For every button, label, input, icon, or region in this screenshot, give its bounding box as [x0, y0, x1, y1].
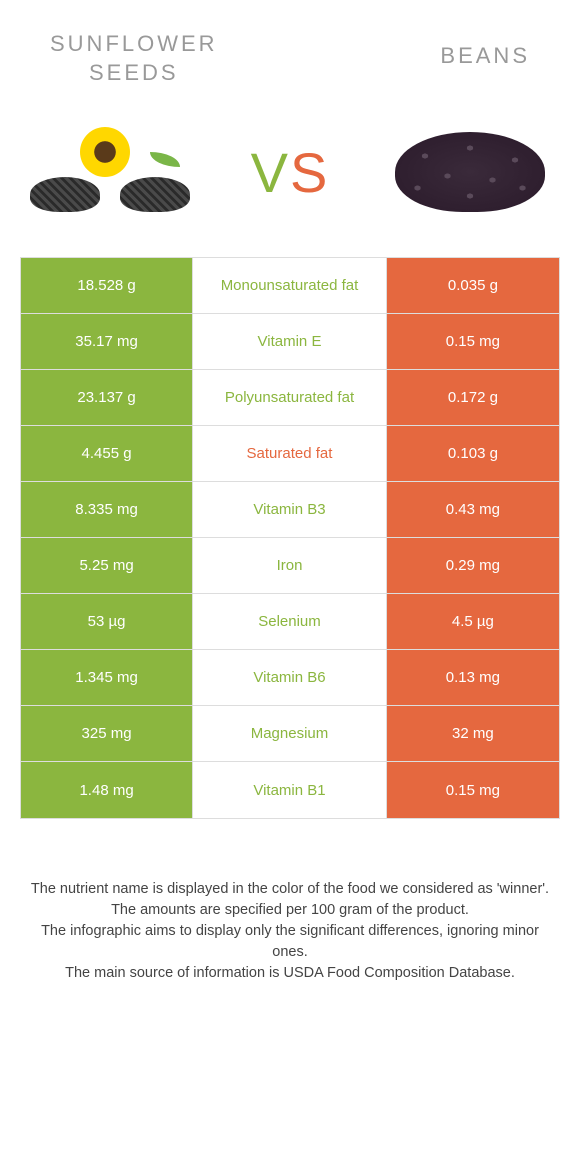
- left-value: 53 µg: [21, 594, 193, 649]
- table-row: 23.137 gPolyunsaturated fat0.172 g: [21, 370, 559, 426]
- right-value: 0.29 mg: [387, 538, 559, 593]
- right-value: 0.43 mg: [387, 482, 559, 537]
- footer-line-3: The infographic aims to display only the…: [30, 921, 550, 963]
- footer-line-2: The amounts are specified per 100 gram o…: [30, 900, 550, 921]
- left-value: 1.48 mg: [21, 762, 193, 818]
- table-row: 1.48 mgVitamin B10.15 mg: [21, 762, 559, 818]
- vs-s: S: [290, 141, 329, 204]
- left-value: 4.455 g: [21, 426, 193, 481]
- left-value: 35.17 mg: [21, 314, 193, 369]
- nutrient-label: Saturated fat: [193, 426, 387, 481]
- left-value: 325 mg: [21, 706, 193, 761]
- comparison-table: 18.528 gMonounsaturated fat0.035 g35.17 …: [20, 257, 560, 819]
- table-row: 8.335 mgVitamin B30.43 mg: [21, 482, 559, 538]
- table-row: 325 mgMagnesium32 mg: [21, 706, 559, 762]
- sunflower-seeds-image: [30, 117, 190, 227]
- right-value: 0.15 mg: [387, 314, 559, 369]
- nutrient-label: Vitamin B6: [193, 650, 387, 705]
- table-row: 4.455 gSaturated fat0.103 g: [21, 426, 559, 482]
- table-row: 35.17 mgVitamin E0.15 mg: [21, 314, 559, 370]
- right-value: 0.15 mg: [387, 762, 559, 818]
- right-food-title: BEANS: [440, 30, 530, 87]
- beans-image: [390, 117, 550, 227]
- right-value: 32 mg: [387, 706, 559, 761]
- right-value: 0.103 g: [387, 426, 559, 481]
- vs-v: V: [251, 141, 290, 204]
- left-value: 18.528 g: [21, 258, 193, 313]
- left-value: 8.335 mg: [21, 482, 193, 537]
- footer-line-4: The main source of information is USDA F…: [30, 963, 550, 984]
- nutrient-label: Monounsaturated fat: [193, 258, 387, 313]
- vs-row: VS: [0, 107, 580, 257]
- left-food-title: SUNFLOWER SEEDS: [50, 30, 218, 87]
- nutrient-label: Polyunsaturated fat: [193, 370, 387, 425]
- nutrient-label: Magnesium: [193, 706, 387, 761]
- table-row: 5.25 mgIron0.29 mg: [21, 538, 559, 594]
- right-value: 0.035 g: [387, 258, 559, 313]
- header: SUNFLOWER SEEDS BEANS: [0, 0, 580, 107]
- table-row: 18.528 gMonounsaturated fat0.035 g: [21, 258, 559, 314]
- right-value: 4.5 µg: [387, 594, 559, 649]
- nutrient-label: Vitamin E: [193, 314, 387, 369]
- nutrient-label: Vitamin B1: [193, 762, 387, 818]
- left-value: 5.25 mg: [21, 538, 193, 593]
- nutrient-label: Iron: [193, 538, 387, 593]
- nutrient-label: Vitamin B3: [193, 482, 387, 537]
- footer-line-1: The nutrient name is displayed in the co…: [30, 879, 550, 900]
- right-value: 0.172 g: [387, 370, 559, 425]
- table-row: 53 µgSelenium4.5 µg: [21, 594, 559, 650]
- table-row: 1.345 mgVitamin B60.13 mg: [21, 650, 559, 706]
- nutrient-label: Selenium: [193, 594, 387, 649]
- right-value: 0.13 mg: [387, 650, 559, 705]
- vs-label: VS: [251, 140, 330, 205]
- footer-notes: The nutrient name is displayed in the co…: [0, 819, 580, 1004]
- left-value: 23.137 g: [21, 370, 193, 425]
- left-value: 1.345 mg: [21, 650, 193, 705]
